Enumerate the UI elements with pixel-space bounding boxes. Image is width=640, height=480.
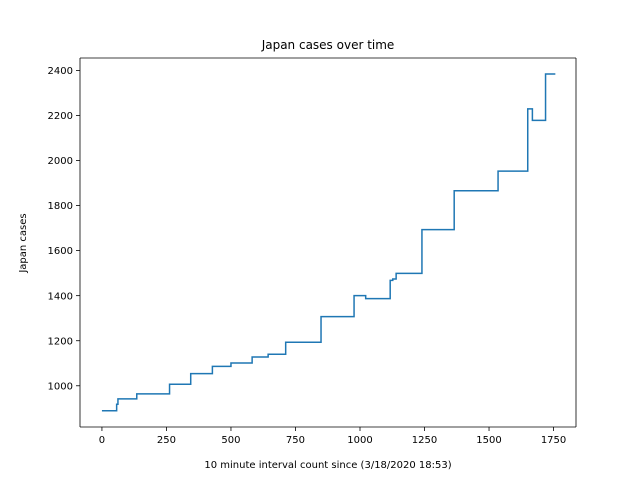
y-tick-label: 1000 bbox=[48, 381, 73, 392]
x-tick-label: 1500 bbox=[476, 435, 501, 446]
x-tick-label: 250 bbox=[157, 435, 176, 446]
y-tick-label: 1200 bbox=[48, 336, 73, 347]
plot-area: 0 250 500 750 1000 1250 1500 1750 1000 1200 1400 16… bbox=[48, 57, 577, 446]
y-tick-label: 2200 bbox=[48, 111, 73, 122]
y-tick-label: 1600 bbox=[48, 246, 73, 257]
x-tick-label: 1750 bbox=[541, 435, 566, 446]
y-tick-label: 2000 bbox=[48, 156, 73, 167]
y-tick-label: 2400 bbox=[48, 66, 73, 77]
y-tick-label: 1400 bbox=[48, 291, 73, 302]
x-axis-title: 10 minute interval count since (3/18/202… bbox=[204, 460, 451, 471]
x-tick-label: 500 bbox=[221, 435, 240, 446]
x-tick-label: 750 bbox=[286, 435, 305, 446]
x-tick-label: 1000 bbox=[347, 435, 372, 446]
x-tick-label: 0 bbox=[99, 435, 105, 446]
y-axis-title: Japan cases bbox=[18, 213, 29, 273]
x-tick-label: 1250 bbox=[412, 435, 437, 446]
y-tick-label: 1800 bbox=[48, 201, 73, 212]
chart-title: Japan cases over time bbox=[261, 38, 395, 52]
series-line-0 bbox=[101, 73, 556, 412]
